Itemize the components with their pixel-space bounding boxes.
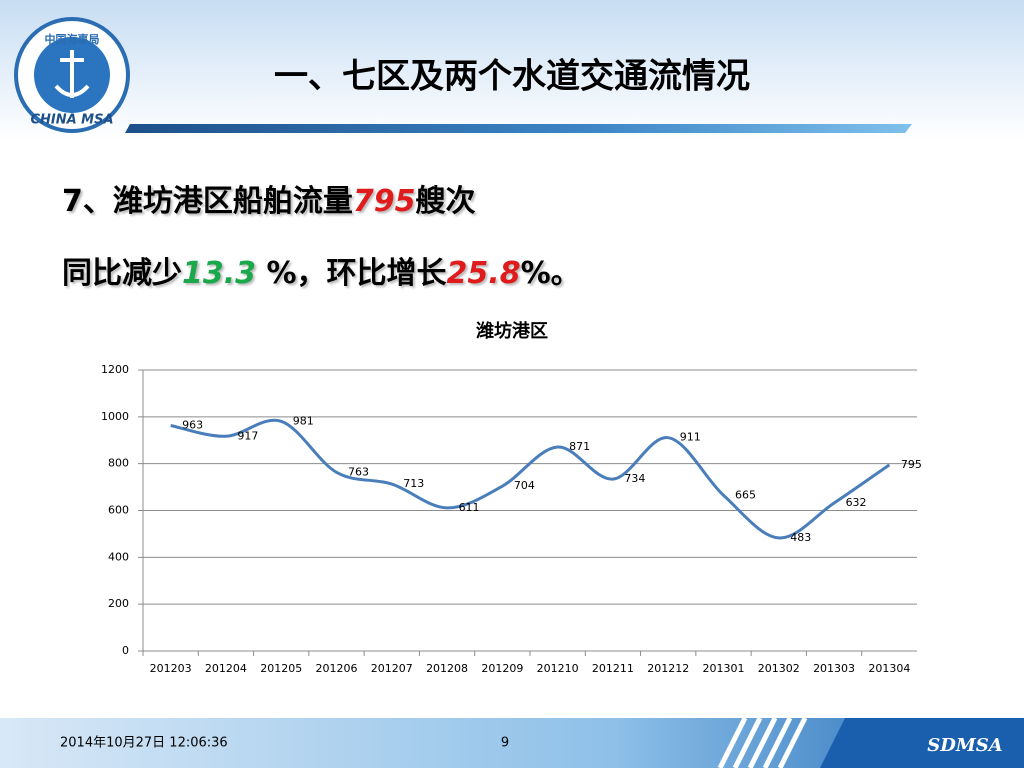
data-label: 917: [237, 429, 258, 442]
x-tick-label: 201210: [537, 662, 579, 675]
page-number: 9: [501, 736, 509, 751]
data-label: 871: [569, 440, 590, 453]
y-tick-label: 1200: [101, 363, 129, 376]
highlight: 13.3: [182, 256, 257, 291]
logo: 中国海事局 CHINA MSA: [14, 17, 130, 133]
x-tick-label: 201205: [260, 662, 302, 675]
brand: SDMSA: [927, 735, 1003, 756]
y-tick-label: 800: [108, 457, 129, 470]
footer-date: 2014年10月27日 12:06:36: [60, 736, 228, 751]
y-tick-label: 1000: [101, 410, 129, 423]
chart-title: 潍坊港区: [476, 320, 548, 342]
x-tick-label: 201304: [868, 662, 910, 675]
x-tick-label: 201208: [426, 662, 468, 675]
text: %，环比增长: [256, 256, 447, 291]
data-label: 963: [182, 418, 203, 431]
x-tick-label: 201204: [205, 662, 247, 675]
y-tick-label: 200: [108, 597, 129, 610]
text: %。: [520, 256, 581, 291]
x-tick-label: 201301: [703, 662, 745, 675]
logo-text: 中国海事局: [45, 32, 100, 46]
data-label: 704: [514, 479, 535, 492]
line: [170, 418, 891, 540]
text: 同比减少: [62, 256, 182, 291]
x-tick-label: 201302: [758, 662, 800, 675]
data-label: 483: [790, 531, 811, 544]
data-label: 763: [348, 465, 369, 478]
header-bg: [0, 0, 1024, 140]
text: 艘次: [415, 184, 476, 219]
x-tick-label: 201211: [592, 662, 634, 675]
x-tick-label: 201212: [647, 662, 689, 675]
data-label: 632: [846, 496, 867, 509]
highlight: 795: [352, 184, 416, 219]
footer-stripes: [717, 716, 808, 768]
x-tick-label: 201203: [150, 662, 192, 675]
data-label: 611: [459, 501, 480, 514]
text: 7、潍坊港区船舶流量: [62, 184, 353, 219]
x-tick-label: 201207: [371, 662, 413, 675]
header-bar: [125, 124, 912, 133]
x-tick-label: 201209: [481, 662, 523, 675]
data-label: 795: [901, 458, 922, 471]
data-label: 665: [735, 488, 756, 501]
y-tick-label: 0: [122, 644, 129, 657]
bullet: 7、潍坊港区船舶流量795艘次: [62, 176, 476, 220]
data-label: 713: [403, 477, 424, 490]
logo-caption: CHINA MSA: [30, 113, 113, 128]
y-tick-label: 600: [108, 504, 129, 517]
slide-title: 一、七区及两个水道交通流情况: [274, 57, 750, 97]
x-tick-label: 201303: [813, 662, 855, 675]
highlight: 25.8: [446, 256, 521, 291]
x-tick-label: 201206: [316, 662, 358, 675]
data-label: 734: [624, 472, 645, 485]
data-label: 981: [293, 414, 314, 427]
y-tick-label: 400: [108, 550, 129, 563]
footer-block: [820, 718, 1024, 768]
data-label: 911: [680, 431, 701, 444]
bullet: 同比减少13.3 %，环比增长25.8%。: [62, 248, 581, 292]
